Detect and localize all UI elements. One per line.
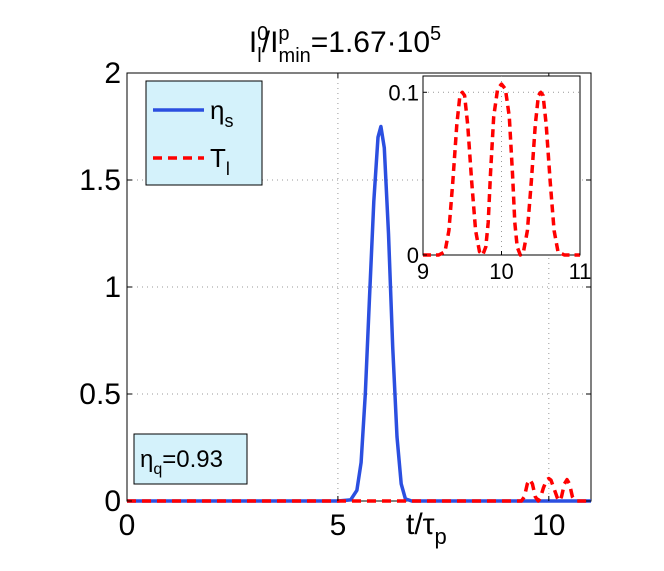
tick-labels: 0 5 10 0 0.5 1 1.5 2: [79, 57, 565, 542]
x-tick-label: 10: [532, 509, 565, 542]
legend-label-main: T: [210, 143, 226, 173]
title-part: =1.67·10: [311, 26, 430, 59]
legend-label-main: η: [210, 95, 224, 125]
inset-x-tick-label: 10: [489, 259, 513, 284]
inset-y-tick-label: 0.1: [388, 80, 419, 105]
x-tick-label: 5: [330, 509, 347, 542]
annotation-eta-q: ηq=0.93: [133, 433, 248, 485]
inset-series-group: [423, 82, 580, 257]
x-label-subscript: p: [435, 524, 447, 549]
legend-label: ηs: [210, 95, 233, 131]
inset-plot: 9 10 11 0 0.1: [388, 75, 591, 284]
title-subscript: min: [279, 45, 311, 67]
inset-tick-marks: [422, 91, 581, 256]
title-superscript: p: [278, 23, 289, 45]
legend-box: [145, 80, 263, 186]
legend-label-subscript: s: [224, 111, 233, 131]
annotation-value: =0.93: [162, 446, 223, 473]
title-superscript: 5: [430, 23, 441, 45]
x-axis-label: t/τp: [406, 508, 447, 549]
inset-frame: [422, 75, 581, 256]
x-label-main: t/τ: [406, 508, 435, 541]
title-superscript: 0: [257, 23, 268, 45]
x-tick-label: 0: [119, 509, 136, 542]
legend-label-subscript: l: [226, 159, 230, 179]
annotation-subscript: q: [153, 461, 162, 478]
series-line-T-l: [127, 476, 591, 503]
title-subscript: l: [257, 45, 261, 67]
inset-grid-lines: [423, 76, 580, 255]
annotation-text: ηq=0.93: [140, 446, 223, 478]
title-part: I: [249, 26, 257, 59]
inset-tick-labels: 9 10 11 0 0.1: [388, 80, 591, 284]
inset-x-tick-label: 9: [417, 259, 429, 284]
inset-series-line-T-l: [423, 82, 580, 257]
legend-label: Tl: [210, 143, 230, 179]
y-tick-label: 1.5: [79, 164, 121, 197]
y-tick-label: 0.5: [79, 378, 121, 411]
inset-x-tick-label: 11: [569, 259, 592, 284]
series-line-eta-s: [127, 124, 591, 503]
annotation-symbol: η: [140, 446, 153, 473]
inset-y-tick-label: 0: [407, 243, 419, 268]
annotation-box: [133, 433, 248, 485]
title-part: /I: [262, 26, 279, 59]
y-tick-label: 2: [104, 57, 121, 90]
y-tick-label: 0: [104, 485, 121, 518]
series-group: [127, 124, 591, 503]
y-tick-label: 1: [104, 271, 121, 304]
